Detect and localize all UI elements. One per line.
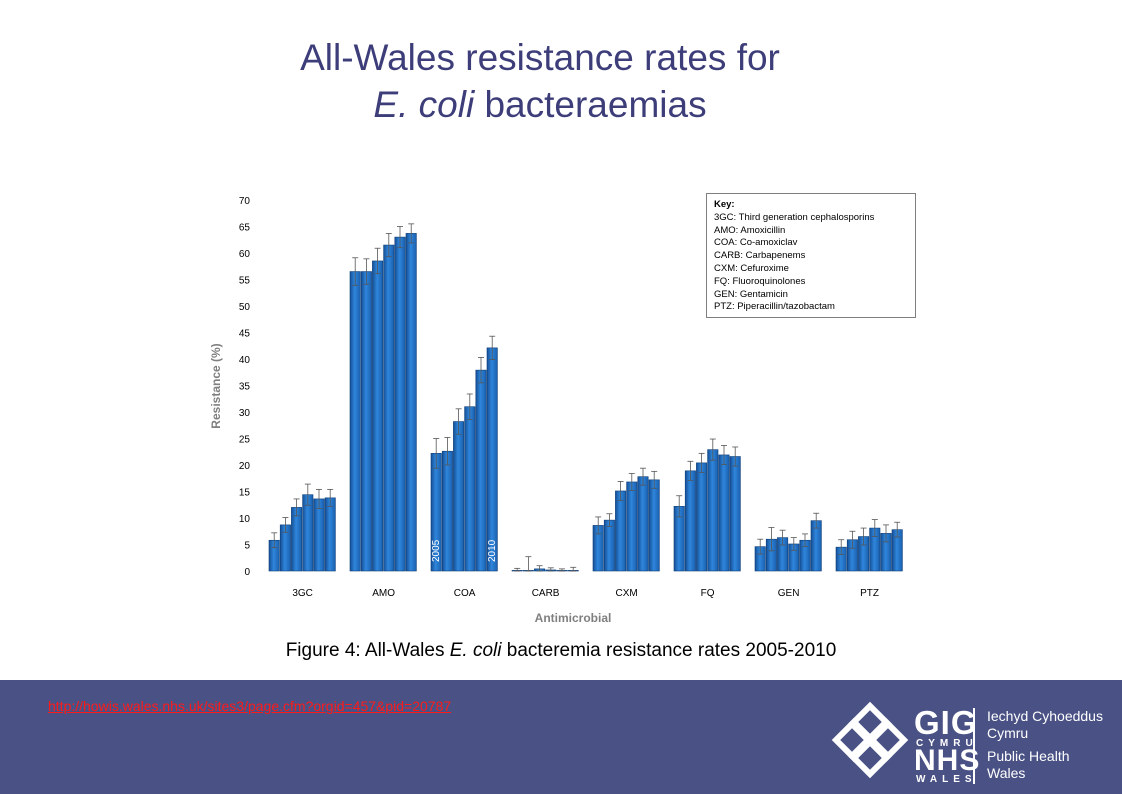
bar bbox=[360, 271, 372, 572]
logo-line-4: Wales bbox=[987, 765, 1026, 781]
logo-nhs: NHS bbox=[914, 744, 981, 777]
x-tick-label: FQ bbox=[701, 588, 715, 599]
bar bbox=[313, 498, 325, 572]
logo-wales: WALES bbox=[916, 774, 977, 785]
bar bbox=[684, 470, 696, 572]
bar bbox=[441, 450, 453, 572]
key-item: GEN: Gentamicin bbox=[714, 288, 788, 300]
bar bbox=[729, 456, 741, 572]
bar bbox=[486, 347, 498, 572]
bar bbox=[349, 271, 361, 572]
y-tick-label: 15 bbox=[239, 488, 251, 499]
x-axis-label: Antimicrobial bbox=[535, 611, 612, 625]
bar bbox=[291, 507, 303, 572]
slide-title: All-Wales resistance rates for E. coli b… bbox=[150, 34, 930, 128]
y-tick-label: 70 bbox=[239, 196, 251, 207]
caption-prefix: Figure 4: All-Wales bbox=[285, 640, 450, 661]
y-tick-label: 40 bbox=[239, 355, 251, 366]
bar bbox=[324, 497, 336, 572]
y-tick-label: 0 bbox=[244, 567, 250, 578]
bar bbox=[696, 462, 708, 572]
bar bbox=[615, 490, 627, 572]
key-item: COA: Co-amoxiclav bbox=[714, 237, 798, 249]
caption-rest: bacteremia resistance rates 2005-2010 bbox=[501, 640, 837, 661]
bar bbox=[707, 449, 719, 572]
source-link[interactable]: http://howis.wales.nhs.uk/sites3/page.cf… bbox=[48, 698, 452, 714]
logo-cymru: CYMRU bbox=[916, 738, 978, 749]
caption-italic: E. coli bbox=[449, 640, 502, 661]
y-tick-label: 30 bbox=[239, 408, 251, 419]
key-item: FQ: Fluoroquinolones bbox=[714, 275, 806, 287]
logo-line-1: Iechyd Cyhoeddus bbox=[987, 708, 1103, 724]
chart-key: Key: 3GC: Third generation cephalosporin… bbox=[706, 193, 916, 318]
title-line-2: E. coli bacteraemias bbox=[150, 81, 930, 128]
key-item: 3GC: Third generation cephalosporins bbox=[714, 211, 875, 223]
y-tick-label: 55 bbox=[239, 276, 251, 287]
x-tick-label: PTZ bbox=[860, 588, 879, 599]
title-rest: bacteraemias bbox=[474, 84, 707, 125]
x-tick-label: 3GC bbox=[292, 588, 313, 599]
key-item: CARB: Carbapenems bbox=[714, 250, 806, 262]
bar bbox=[464, 406, 476, 572]
logo-gig: GIG bbox=[914, 704, 978, 741]
bar bbox=[718, 454, 730, 572]
y-tick-label: 65 bbox=[239, 223, 251, 234]
key-item: AMO: Amoxicillin bbox=[714, 224, 786, 236]
x-tick-label: AMO bbox=[372, 588, 395, 599]
x-tick-label: CXM bbox=[615, 588, 637, 599]
logo-line-3: Public Health bbox=[987, 748, 1070, 764]
y-tick-label: 50 bbox=[239, 302, 251, 313]
bar bbox=[302, 494, 314, 572]
footer-band: http://howis.wales.nhs.uk/sites3/page.cf… bbox=[0, 680, 1122, 794]
bar bbox=[405, 233, 417, 572]
y-tick-label: 60 bbox=[239, 249, 251, 260]
bar bbox=[637, 476, 649, 572]
figure-caption: Figure 4: All-Wales E. coli bacteremia r… bbox=[100, 640, 1022, 662]
title-italic: E. coli bbox=[373, 84, 475, 125]
x-axis: 3GC AMO COA CARB CXM FQ GEN PTZ bbox=[292, 588, 879, 599]
title-line-1: All-Wales resistance rates for bbox=[300, 37, 780, 78]
x-tick-label: COA bbox=[454, 588, 476, 599]
y-tick-label: 10 bbox=[239, 514, 251, 525]
bar bbox=[372, 260, 384, 572]
logo-line-2: Cymru bbox=[987, 725, 1029, 741]
logo-divider bbox=[973, 708, 975, 784]
y-axis-label: Resistance (%) bbox=[209, 343, 223, 428]
resistance-bar-chart: 0 5 10 15 20 25 30 35 40 45 50 55 60 65 70 2005 2010 3G… bbox=[209, 196, 903, 625]
celtic-knot-icon bbox=[831, 701, 909, 779]
bar-series: 2005 2010 bbox=[268, 223, 903, 572]
y-tick-label: 25 bbox=[239, 435, 251, 446]
y-tick-label: 5 bbox=[244, 541, 250, 552]
y-axis: 0 5 10 15 20 25 30 35 40 45 50 55 60 65 70 bbox=[239, 196, 251, 578]
bar bbox=[453, 421, 465, 572]
year-label: 2010 bbox=[487, 539, 498, 562]
bar bbox=[394, 236, 406, 572]
key-title: Key: bbox=[714, 199, 735, 210]
bar bbox=[383, 244, 395, 572]
y-tick-label: 35 bbox=[239, 382, 251, 393]
key-item: PTZ: Piperacillin/tazobactam bbox=[714, 301, 835, 313]
key-item: CXM: Cefuroxime bbox=[714, 262, 789, 274]
x-tick-label: GEN bbox=[778, 588, 800, 599]
bar bbox=[603, 519, 615, 572]
x-tick-label: CARB bbox=[532, 588, 560, 599]
y-tick-label: 45 bbox=[239, 329, 251, 340]
phw-logo: GIG CYMRU NHS WALES Iechyd Cyhoeddus Cym… bbox=[830, 694, 1110, 785]
y-tick-label: 20 bbox=[239, 461, 251, 472]
bar bbox=[648, 479, 660, 572]
bar bbox=[626, 481, 638, 572]
year-label: 2005 bbox=[431, 539, 442, 562]
bar bbox=[475, 369, 487, 572]
